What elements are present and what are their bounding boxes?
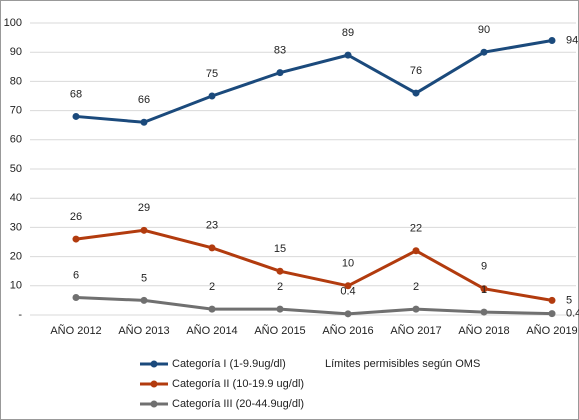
- data-point: [208, 244, 216, 252]
- data-label: 2: [277, 281, 283, 293]
- data-point: [480, 48, 488, 56]
- y-tick-label: 20: [10, 251, 22, 263]
- x-tick-label: AÑO 2014: [186, 324, 237, 337]
- data-label: 26: [70, 211, 82, 223]
- x-tick-label: AÑO 2016: [322, 324, 373, 337]
- legend-marker: [150, 400, 158, 408]
- x-tick-label: AÑO 2017: [390, 324, 441, 337]
- data-label: 66: [138, 94, 150, 106]
- x-tick-label: AÑO 2019: [526, 324, 577, 337]
- data-label: 5: [141, 272, 147, 284]
- data-label: 68: [70, 88, 82, 100]
- series-line: [75, 39, 553, 124]
- data-point: [412, 89, 420, 97]
- data-label: 83: [274, 45, 286, 57]
- data-point: [548, 310, 556, 318]
- series-line: [75, 228, 553, 302]
- data-point: [140, 226, 148, 234]
- data-label: 6: [73, 269, 79, 281]
- x-tick-label: AÑO 2013: [118, 324, 169, 337]
- legend-title: Límites permisibles según OMS: [325, 358, 480, 370]
- y-tick-label: 70: [10, 105, 22, 117]
- series-line: [75, 295, 553, 316]
- y-tick-label: 90: [10, 46, 22, 58]
- y-tick-label: 80: [10, 75, 22, 87]
- data-label: 89: [342, 27, 354, 39]
- data-point: [480, 285, 488, 293]
- y-tick-label: 30: [10, 221, 22, 233]
- x-tick-label: AÑO 2018: [458, 324, 509, 337]
- data-point: [276, 69, 284, 77]
- data-label: 23: [206, 220, 218, 232]
- legend-label: Categoría III (20-44.9ug/dl): [172, 398, 304, 410]
- x-tick-label: AÑO 2012: [50, 324, 101, 337]
- data-point: [276, 305, 284, 313]
- data-label: 10: [342, 258, 354, 270]
- data-label: 94: [566, 34, 578, 46]
- y-tick-label: 100: [4, 17, 22, 29]
- data-point: [412, 247, 420, 255]
- data-label: 9: [481, 261, 487, 273]
- y-tick-label: 40: [10, 192, 22, 204]
- y-tick-label: 10: [10, 280, 22, 292]
- data-label: 0.47: [566, 308, 579, 320]
- data-point: [344, 310, 352, 318]
- data-label: 22: [410, 223, 422, 235]
- data-label: 2: [413, 281, 419, 293]
- data-point: [344, 51, 352, 59]
- data-label: 76: [410, 65, 422, 77]
- data-point: [548, 37, 556, 45]
- y-tick-label: 60: [10, 134, 22, 146]
- data-label: 5: [566, 294, 572, 306]
- y-tick-label: -: [18, 309, 22, 321]
- data-point: [208, 305, 216, 313]
- data-label: 75: [206, 68, 218, 80]
- data-point: [72, 293, 80, 301]
- data-point: [276, 267, 284, 275]
- data-label: 1: [481, 284, 487, 296]
- data-point: [480, 308, 488, 316]
- data-point: [72, 235, 80, 243]
- data-label: 90: [478, 24, 490, 36]
- x-tick-label: AÑO 2015: [254, 324, 305, 337]
- legend-marker: [150, 380, 158, 388]
- legend-marker: [150, 360, 158, 368]
- data-label: 0.4: [340, 286, 355, 298]
- legend-label: Categoría II (10-19.9 ug/dl): [172, 378, 304, 390]
- data-point: [72, 112, 80, 120]
- data-point: [140, 296, 148, 304]
- data-label: 29: [138, 202, 150, 214]
- data-point: [208, 92, 216, 100]
- data-point: [140, 118, 148, 126]
- data-point: [344, 282, 352, 290]
- data-point: [548, 296, 556, 304]
- legend-label: Categoría I (1-9.9ug/dl): [172, 358, 286, 370]
- data-label: 15: [274, 243, 286, 255]
- data-label: 2: [209, 281, 215, 293]
- y-tick-label: 50: [10, 163, 22, 175]
- data-point: [412, 305, 420, 313]
